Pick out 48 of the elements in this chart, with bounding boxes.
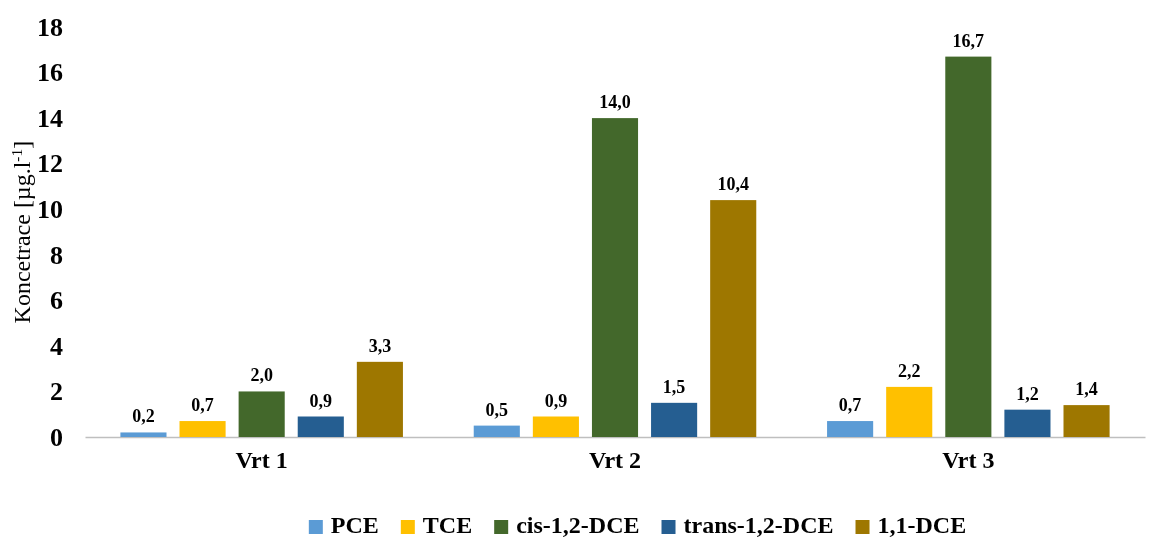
data-label: 14,0 [599, 92, 631, 113]
bar [827, 421, 874, 437]
bar [1004, 409, 1051, 437]
y-tick-label: 2 [50, 377, 63, 407]
y-tick-label: 8 [50, 240, 63, 270]
y-tick-label: 16 [37, 58, 63, 88]
y-tick-label: 14 [37, 103, 63, 133]
data-label: 0,7 [838, 395, 862, 416]
y-tick-label: 4 [50, 331, 63, 361]
data-label: 1,4 [1075, 379, 1098, 400]
y-tick-label: 18 [37, 12, 63, 42]
bar [532, 416, 579, 437]
bar [473, 425, 520, 437]
data-label: 0,7 [191, 395, 214, 416]
legend-label: trans-1,2-DCE [683, 512, 834, 538]
y-tick-label: 12 [37, 149, 63, 179]
data-label: 2,0 [250, 365, 273, 386]
bar [179, 421, 226, 437]
x-tick-label: Vrt 2 [588, 447, 642, 474]
y-tick-label: 6 [50, 286, 63, 316]
bar [651, 402, 698, 437]
data-label: 0,9 [544, 390, 568, 411]
bar [120, 432, 167, 437]
bar [238, 391, 285, 437]
data-label: 0,9 [309, 390, 333, 411]
bar [591, 118, 639, 437]
bar [356, 361, 403, 437]
data-label: 10,4 [717, 174, 749, 195]
data-label: 3,3 [368, 335, 392, 356]
y-tick-label: 0 [50, 422, 63, 452]
legend-label: 1,1-DCE [877, 512, 967, 538]
legend-label: TCE [422, 512, 473, 538]
data-label: 0,5 [485, 399, 509, 420]
bar [297, 416, 344, 437]
legend-label: cis-1,2-DCE [516, 512, 640, 538]
data-label: 0,2 [132, 406, 155, 427]
data-label: 16,7 [952, 30, 985, 51]
data-label: 1,2 [1016, 383, 1039, 404]
y-tick-label: 10 [37, 195, 63, 225]
legend-label: PCE [330, 512, 379, 538]
bar [945, 56, 992, 437]
bar [1063, 405, 1110, 437]
bar [710, 200, 757, 437]
data-label: 1,5 [662, 376, 686, 397]
bar [886, 386, 933, 437]
x-tick-label: Vrt 3 [942, 447, 995, 474]
data-label: 2,2 [897, 360, 921, 381]
x-tick-label: Vrt 1 [235, 447, 288, 474]
